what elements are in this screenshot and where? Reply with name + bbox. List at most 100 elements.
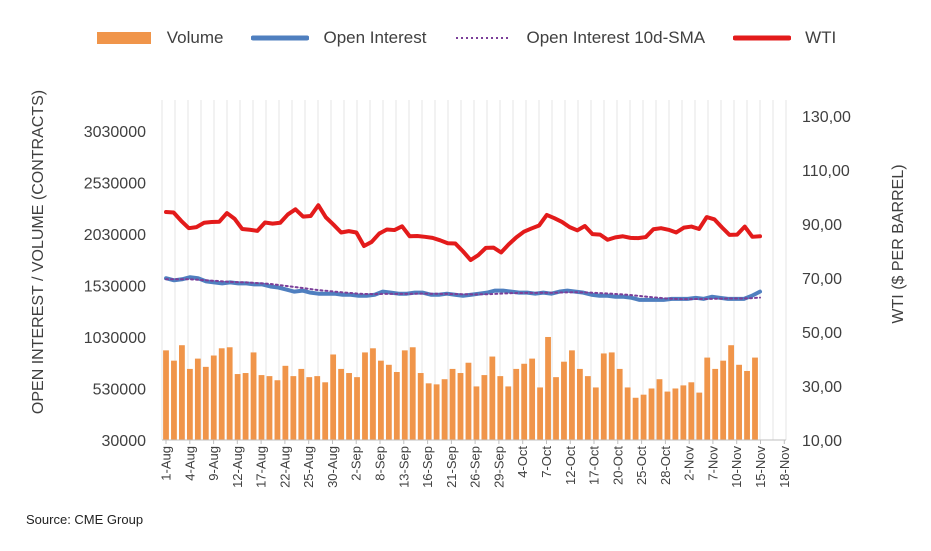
volume-bar (306, 377, 313, 440)
x-tick-label: 7-Oct (539, 446, 554, 478)
y-tick-label-left: 2530000 (84, 175, 146, 192)
legend-label: Open Interest 10d-SMA (526, 28, 706, 47)
y-tick-label-right: 110,00 (802, 163, 850, 180)
volume-bar (712, 368, 719, 440)
volume-bar (409, 347, 416, 440)
volume-bar (250, 352, 257, 440)
x-tick-label: 7-Nov (705, 446, 720, 481)
volume-bar (553, 377, 559, 440)
volume-bar (672, 388, 679, 440)
open-interest-sma-line (165, 278, 761, 301)
volume-bar (457, 373, 464, 440)
open-interest-line (164, 275, 762, 302)
volume-bar (441, 379, 448, 440)
volume-bar (529, 358, 536, 440)
x-tick-label: 22-Aug (277, 446, 292, 488)
volume-bar (314, 376, 321, 440)
legend-label: Open Interest (323, 28, 427, 47)
x-tick-label: 9-Aug (206, 446, 221, 481)
legend-bar-swatch (96, 32, 151, 44)
x-tick-label: 4-Oct (515, 446, 530, 478)
source-note: Source: CME Group (26, 512, 144, 527)
legend-label: Volume (166, 28, 224, 47)
volume-bar (346, 373, 352, 440)
axes: 30000 530000 1030000 1530000 2030000 2530000 3… (84, 109, 851, 488)
volume-bar (290, 376, 297, 440)
x-tick-label: 26-Sep (468, 446, 483, 488)
x-tick-label: 30-Aug (325, 446, 340, 488)
volume-bar (489, 356, 496, 440)
legend-label: WTI (805, 28, 837, 47)
legend-item: Open Interest (251, 28, 426, 48)
volume-bar (258, 375, 265, 440)
volume-bar (592, 387, 599, 440)
y-tick-label-left: 1530000 (84, 279, 146, 296)
x-tick-label: 10-Nov (729, 446, 744, 488)
volume-bar (266, 376, 273, 440)
legend-swatch (251, 35, 310, 41)
volume-bar (370, 348, 376, 440)
x-tick-label: 25-Aug (301, 446, 316, 488)
volume-bar (545, 336, 551, 440)
x-tick-label: 21-Sep (444, 446, 459, 488)
y-tick-label-right: 130,00 (802, 109, 851, 126)
line-series (164, 203, 762, 302)
volume-bar (656, 379, 663, 440)
x-tick-label: 15-Nov (753, 446, 768, 488)
x-tick-label: 12-Oct (563, 446, 578, 485)
volume-bar (561, 361, 567, 440)
volume-bar (393, 372, 400, 440)
volume-bar (505, 386, 512, 440)
volume-bar (417, 373, 424, 440)
y-tick-label-right: 70,00 (802, 271, 842, 288)
y-tick-label-right: 90,00 (802, 217, 842, 234)
y-tick-label-right: 10,00 (802, 433, 842, 450)
chart-legend: Volume Open Interest Open Interest 10d-SMA… (0, 18, 931, 58)
volume-bar (473, 386, 480, 440)
y-tick-label-left: 30000 (102, 433, 147, 450)
x-tick-label: 2-Nov (682, 446, 697, 481)
y-axis-title-right: WTI ($ PER BARREL) (890, 164, 907, 323)
legend-swatch (96, 32, 151, 44)
volume-bar (680, 385, 687, 440)
volume-bar (234, 374, 241, 440)
volume-bar (171, 360, 177, 440)
volume-bar (513, 368, 520, 440)
volume-bar (616, 368, 623, 440)
volume-bar (521, 363, 528, 440)
volume-bar (497, 376, 504, 440)
y-tick-label-left: 2030000 (84, 227, 146, 244)
y-tick-label-right: 50,00 (802, 325, 842, 342)
y-tick-label-left: 3030000 (84, 124, 146, 141)
volume-bar (433, 384, 440, 440)
volume-bar (202, 366, 209, 440)
volume-bar (704, 357, 711, 440)
y-tick-label-right: 30,00 (802, 379, 842, 396)
x-tick-label: 16-Sep (420, 446, 435, 488)
volume-bar (274, 380, 281, 440)
volume-bar (608, 352, 615, 440)
legend-item: Volume (95, 28, 224, 48)
volume-bar (744, 370, 750, 440)
volume-bar (736, 364, 742, 440)
volume-bar (322, 382, 329, 440)
volume-bar (163, 350, 169, 440)
volume-bar (226, 347, 233, 440)
x-tick-label: 1-Aug (159, 446, 174, 481)
x-tick-label: 13-Sep (396, 446, 411, 488)
volume-bar (720, 360, 727, 440)
y-axis-title-left: OPEN INTEREST / VOLUME (CONTRACTS) (30, 90, 47, 414)
volume-bar (664, 391, 671, 440)
volume-bar (362, 352, 368, 440)
legend-swatch (456, 37, 511, 39)
legend-item: Open Interest 10d-SMA (454, 28, 705, 48)
volume-bar (481, 375, 488, 440)
volume-bar (569, 350, 575, 440)
volume-bar (640, 394, 647, 440)
x-tick-label: 18-Nov (777, 446, 792, 488)
x-tick-label: 17-Oct (587, 446, 602, 485)
volume-bar (385, 364, 392, 440)
volume-bar (648, 388, 655, 440)
volume-bar (728, 345, 735, 440)
